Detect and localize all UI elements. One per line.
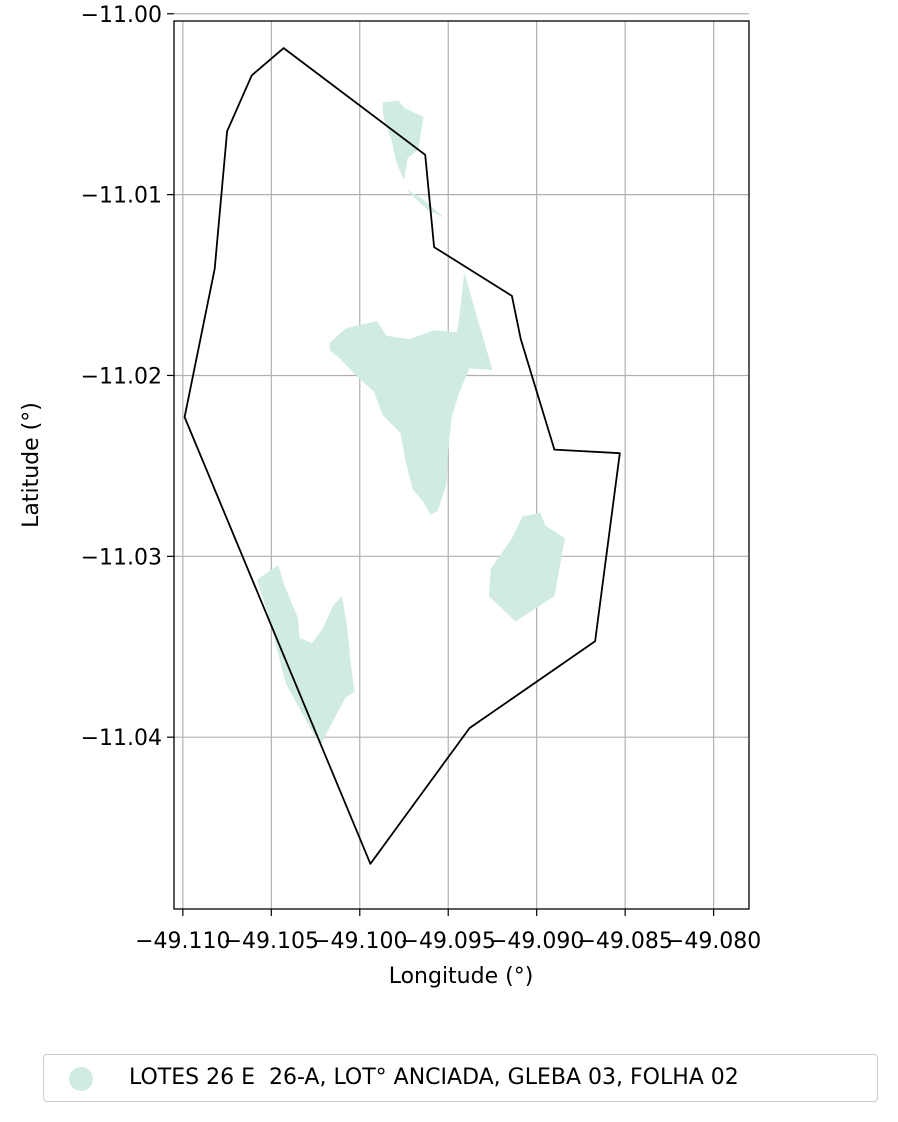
legend-label: LOTES 26 E 26-A, LOT° ANCIADA, GLEBA 03,… — [129, 1065, 739, 1090]
legend-marker-icon — [69, 1067, 93, 1091]
land-regions — [257, 101, 565, 745]
x-axis-label: Longitude (°) — [389, 964, 534, 989]
region-north-sliver — [406, 189, 445, 218]
x-tick-label: −49.095 — [401, 929, 496, 954]
x-tick-label: −49.080 — [666, 929, 761, 954]
y-tick-label: −11.03 — [81, 545, 162, 570]
y-tick-label: −11.04 — [81, 726, 162, 751]
region-east-patch — [489, 513, 565, 622]
x-tick-label: −49.090 — [489, 929, 584, 954]
legend: LOTES 26 E 26-A, LOT° ANCIADA, GLEBA 03,… — [43, 1054, 878, 1102]
x-tick-label: −49.110 — [135, 929, 230, 954]
region-central-patch — [330, 272, 493, 514]
x-tick-label: −49.085 — [577, 929, 672, 954]
y-tick-label: −11.01 — [81, 184, 162, 209]
region-north-patch — [383, 101, 424, 181]
x-tick-label: −49.100 — [312, 929, 407, 954]
y-tick-label: −11.02 — [81, 364, 162, 389]
y-tick-label: −11.00 — [81, 3, 162, 28]
grid-lines — [174, 14, 749, 909]
x-tick-label: −49.105 — [224, 929, 319, 954]
y-axis-label: Latitude (°) — [19, 402, 44, 528]
map-figure: −49.110−49.105−49.100−49.095−49.090−49.0… — [0, 0, 898, 1040]
plot-frame — [174, 21, 749, 909]
